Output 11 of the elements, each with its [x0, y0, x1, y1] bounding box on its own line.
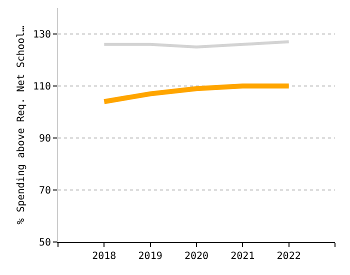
x-tick-label: 2018 — [92, 251, 116, 262]
x-tick-label: 2021 — [230, 251, 255, 262]
x-tick-label: 2019 — [138, 251, 162, 262]
y-axis-title: % Spending above Req. Net School… — [16, 26, 27, 224]
y-tick-label: 70 — [38, 186, 51, 196]
y-tick-label: 130 — [32, 30, 51, 40]
y-tick-label: 50 — [38, 238, 51, 248]
x-tick-label: 2020 — [184, 251, 209, 262]
x-tick-label: 2022 — [276, 251, 301, 262]
y-tick-label: 90 — [38, 134, 51, 144]
y-tick-label: 110 — [32, 82, 51, 92]
